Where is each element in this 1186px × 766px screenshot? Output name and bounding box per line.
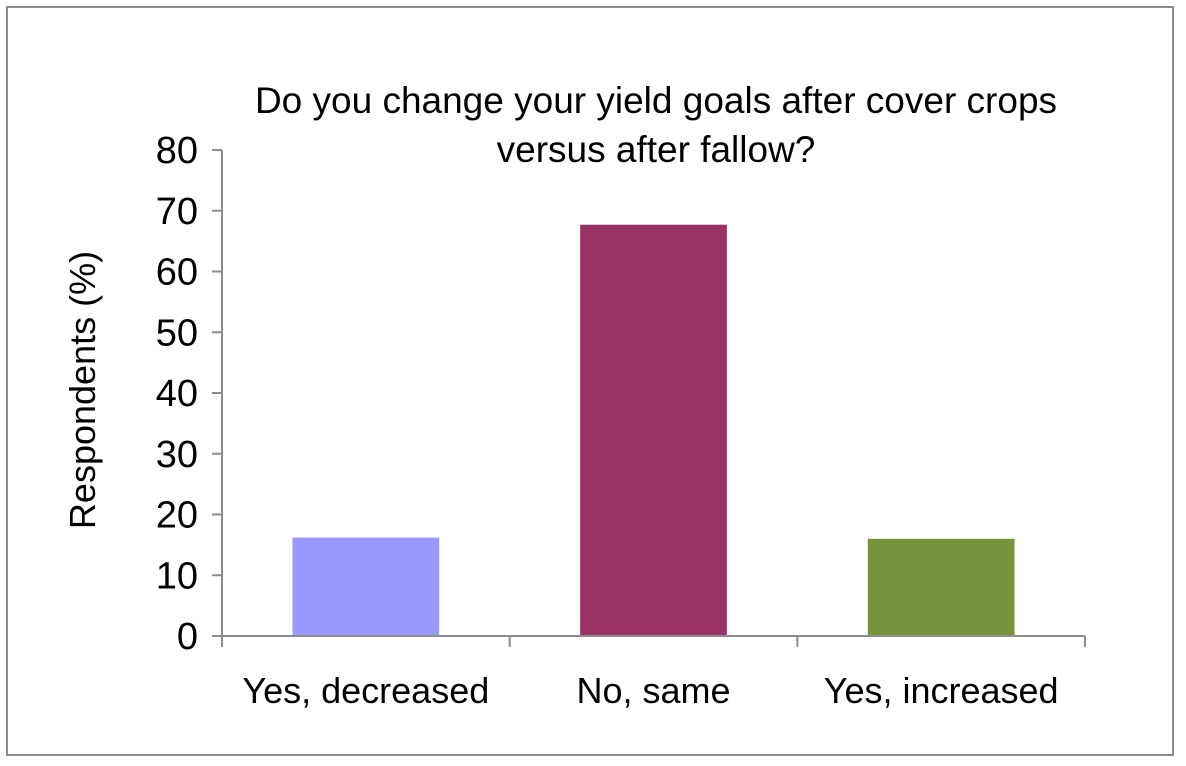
y-tick-label: 30 (156, 434, 198, 476)
x-category-label: No, same (576, 670, 730, 711)
bars (292, 224, 1015, 636)
chart-title-line-2: versus after fallow? (497, 129, 816, 170)
y-tick-label: 50 (156, 312, 198, 354)
chart-title-line-1: Do you change your yield goals after cov… (255, 80, 1057, 121)
bar (580, 224, 727, 636)
y-tick-label: 10 (156, 555, 198, 597)
x-axis: Yes, decreased No, same Yes, increased (221, 635, 1086, 711)
bar (292, 537, 440, 636)
y-tick-label: 80 (156, 130, 198, 172)
chart-title: Do you change your yield goals after cov… (255, 80, 1057, 170)
y-tick-label: 0 (177, 616, 198, 658)
y-tick-label: 70 (156, 191, 198, 233)
x-category-label: Yes, increased (824, 670, 1059, 711)
bar (867, 538, 1015, 636)
x-category-label: Yes, decreased (242, 670, 489, 711)
y-axis: 0 10 20 30 40 50 60 70 80 (156, 130, 223, 658)
y-tick-label: 40 (156, 373, 198, 415)
y-tick-label: 20 (156, 495, 198, 537)
y-tick-label: 60 (156, 252, 198, 294)
y-axis-label: Respondents (%) (62, 251, 103, 529)
